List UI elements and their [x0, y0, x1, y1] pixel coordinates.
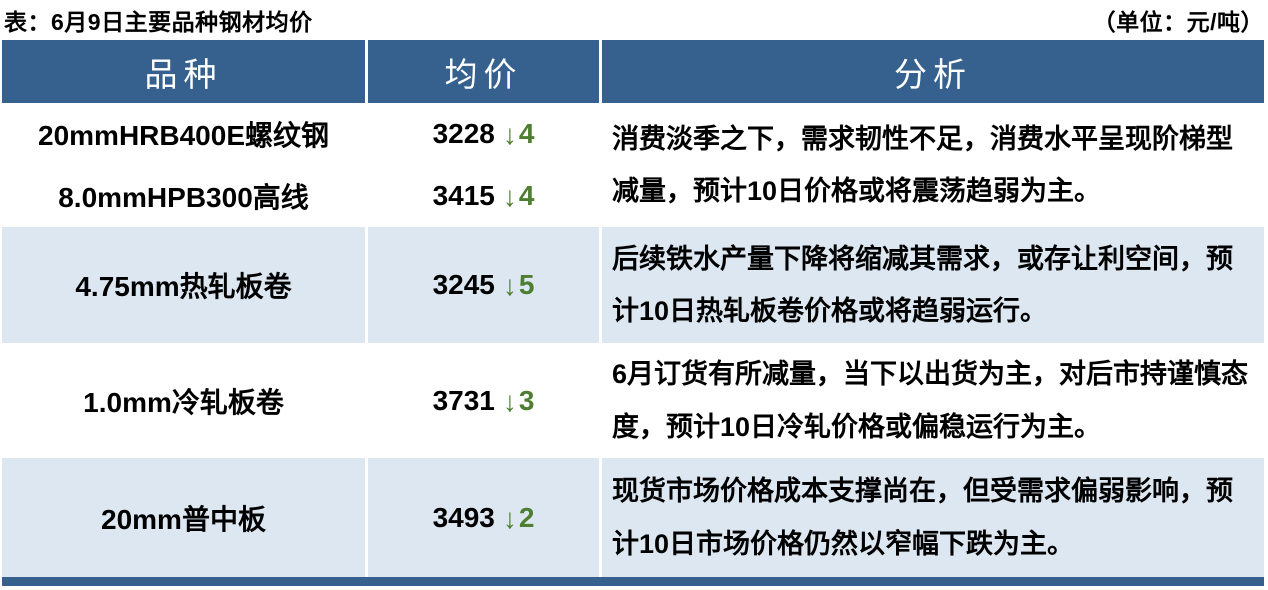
price-value: 3245	[432, 269, 495, 300]
analysis-text: 6月订货有所减量，当下以出货为主，对后市持谨慎态度，预计10日冷轧价格或偏稳运行…	[612, 359, 1249, 442]
down-arrow-icon: ↓	[502, 385, 517, 417]
price-change: ↓ 2	[503, 502, 535, 534]
product-name: 1.0mm冷轧板卷	[83, 386, 284, 418]
product-name: 20mmHRB400E螺纹钢	[38, 120, 329, 151]
analysis-text: 后续铁水产量下降将缩减其需求，或存让利空间，预计10日热轧板卷价格或将趋弱运行。	[612, 243, 1233, 326]
table-row: 20mmHRB400E螺纹钢 8.0mmHPB300高线 3228 ↓ 4 34…	[2, 103, 1264, 227]
down-arrow-icon: ↓	[502, 181, 517, 212]
product-cell: 20mm普中板	[2, 458, 368, 577]
product-name: 4.75mm热轧板卷	[75, 271, 292, 302]
table-bottom-border	[2, 577, 1264, 586]
analysis-text: 现货市场价格成本支撑尚在，但受需求偏弱影响，预计10日市场价格仍然以窄幅下跌为主…	[612, 476, 1233, 559]
price-change-value: 4	[518, 180, 535, 211]
analysis-cell: 6月订货有所减量，当下以出货为主，对后市持谨慎态度，预计10日冷轧价格或偏稳运行…	[602, 343, 1264, 458]
price-cell: 3245 ↓ 5	[368, 227, 602, 343]
price-change: ↓ 4	[503, 118, 535, 150]
analysis-cell: 后续铁水产量下降将缩减其需求，或存让利空间，预计10日热轧板卷价格或将趋弱运行。	[602, 227, 1264, 343]
price-line: 3493 ↓ 2	[433, 502, 535, 534]
table-row: 4.75mm热轧板卷 3245 ↓ 5 后续铁水产量下降将缩减其需求，或存让利空…	[2, 227, 1264, 343]
price-line: 3245 ↓ 5	[433, 269, 535, 301]
price-cell: 3493 ↓ 2	[368, 458, 602, 577]
down-arrow-icon: ↓	[502, 119, 517, 150]
price-value: 3731	[432, 384, 495, 416]
price-change-value: 3	[518, 384, 535, 416]
analysis-cell: 消费淡季之下，需求韧性不足，消费水平呈现阶梯型减量，预计10日价格或将震荡趋弱为…	[602, 103, 1264, 227]
price-cell: 3228 ↓ 4 3415 ↓ 4	[368, 103, 602, 227]
price-line: 3415 ↓ 4	[433, 180, 535, 212]
column-header-product: 品种	[2, 40, 368, 103]
table-row: 1.0mm冷轧板卷 3731 ↓ 3 6月订货有所减量，当下以出货为主，对后市持…	[2, 343, 1264, 458]
price-change: ↓ 3	[503, 385, 535, 417]
price-change: ↓ 4	[503, 180, 535, 212]
table-row: 20mm普中板 3493 ↓ 2 现货市场价格成本支撑尚在，但受需求偏弱影响，预…	[2, 458, 1264, 577]
unit-label: （单位：元/吨）	[1092, 9, 1264, 35]
price-value: 3493	[432, 501, 495, 533]
down-arrow-icon: ↓	[502, 270, 517, 301]
table-caption: 表：6月9日主要品种钢材均价	[4, 9, 313, 35]
price-cell: 3731 ↓ 3	[368, 343, 602, 458]
analysis-text: 消费淡季之下，需求韧性不足，消费水平呈现阶梯型减量，预计10日价格或将震荡趋弱为…	[612, 123, 1233, 206]
price-change-value: 2	[518, 501, 535, 533]
analysis-cell: 现货市场价格成本支撑尚在，但受需求偏弱影响，预计10日市场价格仍然以窄幅下跌为主…	[602, 458, 1264, 577]
price-value: 3228	[432, 118, 495, 149]
product-name: 20mm普中板	[101, 503, 266, 535]
column-header-price: 均价	[368, 40, 602, 103]
price-change: ↓ 5	[503, 269, 535, 301]
product-cell: 1.0mm冷轧板卷	[2, 343, 368, 458]
price-line: 3731 ↓ 3	[433, 385, 535, 417]
price-value: 3415	[432, 180, 495, 211]
price-line: 3228 ↓ 4	[433, 118, 535, 150]
column-header-analysis: 分析	[602, 40, 1264, 103]
steel-price-table: 品种 均价 分析 20mmHRB400E螺纹钢 8.0mmHPB300高线 32…	[2, 40, 1264, 577]
product-cell: 20mmHRB400E螺纹钢 8.0mmHPB300高线	[2, 103, 368, 227]
price-change-value: 4	[518, 118, 535, 149]
caption-bar: 表：6月9日主要品种钢材均价 （单位：元/吨）	[0, 0, 1268, 40]
product-cell: 4.75mm热轧板卷	[2, 227, 368, 343]
down-arrow-icon: ↓	[502, 502, 517, 534]
price-change-value: 5	[518, 269, 535, 300]
product-name: 8.0mmHPB300高线	[58, 182, 309, 213]
table-header-row: 品种 均价 分析	[2, 40, 1264, 103]
